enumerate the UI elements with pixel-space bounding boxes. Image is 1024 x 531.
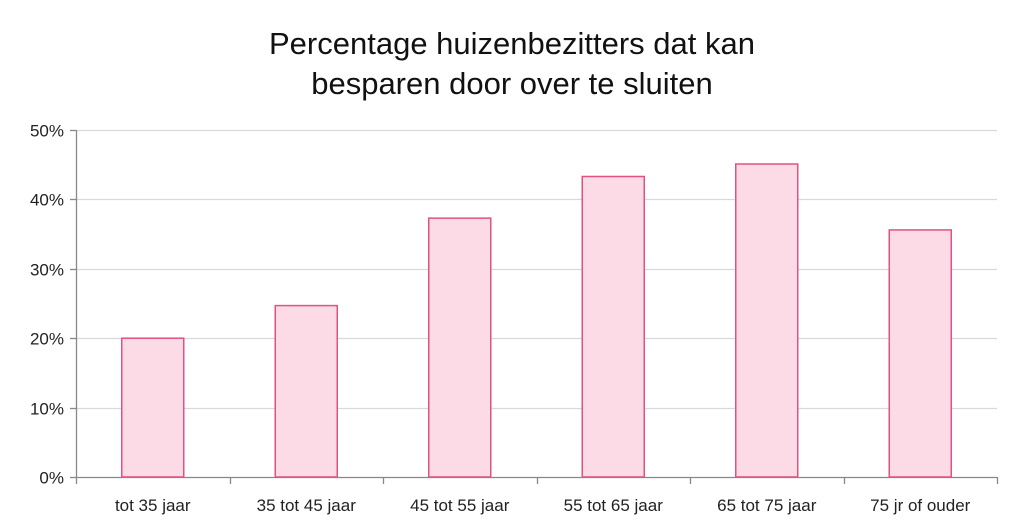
x-tick-label: 35 tot 45 jaar [257,496,357,515]
y-tick-label: 0% [39,469,64,488]
y-tick-label: 30% [30,261,64,280]
bar [121,337,185,478]
x-tick-label: 65 tot 75 jaar [717,496,817,515]
x-tick-label: 55 tot 65 jaar [564,496,664,515]
y-tick-label: 10% [30,400,64,419]
bar [274,304,338,478]
chart-title-line-2: besparen door over te sluiten [311,66,713,101]
y-tick-label: 40% [30,191,64,210]
y-tick-label: 20% [30,330,64,349]
bar [428,217,492,478]
bar [888,229,952,478]
chart-title-line-1: Percentage huizenbezitters dat kan [269,26,755,61]
y-tick-label: 50% [30,122,64,141]
x-tick-label: tot 35 jaar [115,496,191,515]
bar [735,163,799,478]
x-tick-label: 45 tot 55 jaar [410,496,510,515]
bar [581,175,645,478]
chart-title: Percentage huizenbezitters dat kan bespa… [0,24,1024,104]
x-tick-label: 75 jr of ouder [870,496,971,515]
